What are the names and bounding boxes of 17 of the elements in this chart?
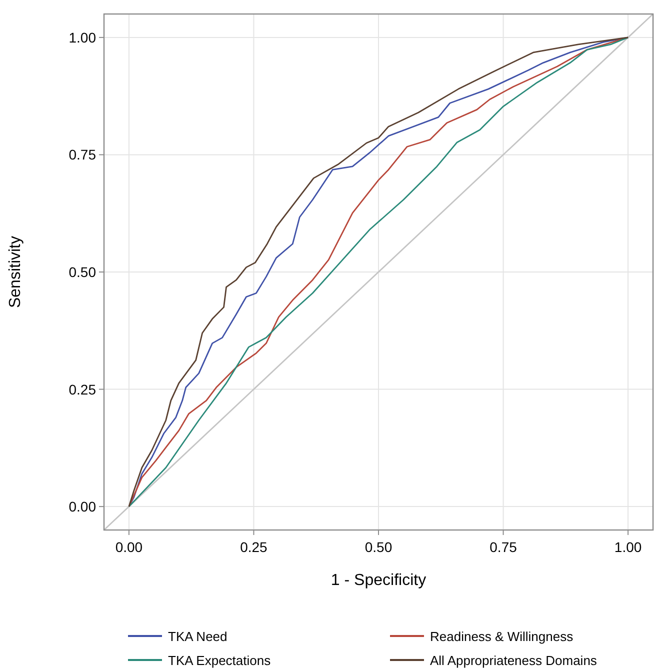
x-tick-label: 0.75 [490,539,518,555]
y-tick-label: 0.00 [68,498,96,515]
legend-label: TKA Need [168,629,228,644]
y-axis-title: Sensitivity [7,236,24,308]
x-tick-label: 0.50 [364,539,392,555]
legend-label: TKA Expectations [168,653,272,668]
y-tick-label: 0.25 [68,381,96,398]
x-tick-label: 1.00 [614,539,642,555]
line-series [128,36,629,508]
y-tick-label: 0.75 [68,146,96,163]
x-axis-title: 1 - Specificity [330,572,426,589]
x-tick-label: 0.00 [115,539,143,555]
legend-label: Readiness & Willingness [430,629,574,644]
y-tick-label: 0.50 [68,264,96,280]
x-tick-label: 0.25 [240,539,268,555]
y-tick-label: 1.00 [68,29,96,46]
legend-label: All Appropriateness Domains [430,653,598,668]
